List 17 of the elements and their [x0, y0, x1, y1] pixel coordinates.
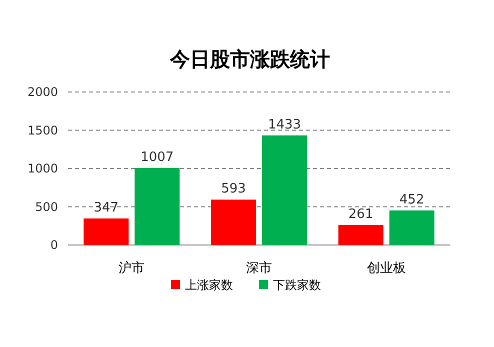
- xtick: 沪市: [118, 261, 145, 276]
- xtick: 深市: [246, 261, 272, 276]
- data-label: 347: [94, 200, 119, 216]
- xtick: 创业板: [366, 261, 406, 276]
- ytick: 500: [35, 200, 58, 214]
- data-label: 1433: [268, 117, 302, 132]
- title: 今日股市涨跌统计: [170, 47, 330, 71]
- data-label: 593: [221, 182, 246, 197]
- legend: 上涨家数: [185, 278, 233, 292]
- data-label: 1007: [140, 150, 174, 165]
- data-label: 452: [399, 192, 424, 208]
- ytick: 1000: [27, 162, 58, 176]
- ytick: 2000: [27, 85, 58, 99]
- legend: 下跌家数: [273, 278, 321, 292]
- ytick: 0: [50, 238, 58, 252]
- ytick: 1500: [27, 123, 58, 138]
- data-label: 261: [348, 207, 374, 222]
